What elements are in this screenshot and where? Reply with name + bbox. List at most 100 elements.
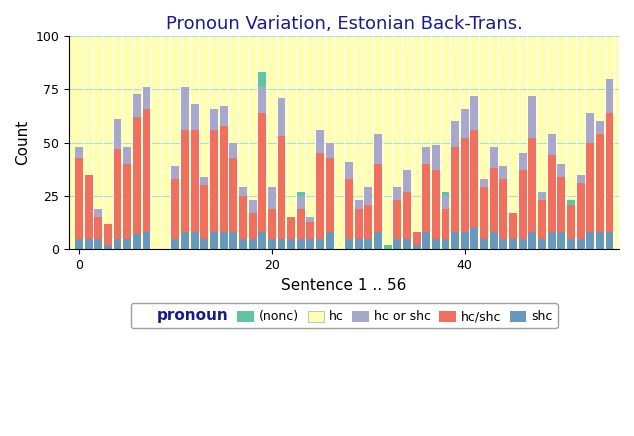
Bar bbox=[94, 218, 102, 238]
Bar bbox=[103, 245, 112, 249]
Bar bbox=[460, 138, 469, 232]
Bar bbox=[432, 145, 440, 170]
Bar bbox=[181, 130, 189, 232]
Bar bbox=[470, 228, 479, 249]
Bar bbox=[123, 238, 131, 249]
Bar bbox=[268, 238, 276, 249]
Bar bbox=[538, 200, 546, 238]
Bar bbox=[190, 104, 198, 130]
Bar bbox=[238, 196, 247, 238]
Bar bbox=[268, 187, 276, 209]
Legend: pronoun, (nonc), hc, hc or shc, hc/shc, shc: pronoun, (nonc), hc, hc or shc, hc/shc, … bbox=[131, 303, 557, 328]
Bar bbox=[547, 134, 555, 156]
Bar bbox=[113, 149, 122, 238]
Bar bbox=[297, 209, 305, 238]
Bar bbox=[576, 183, 585, 238]
Bar bbox=[268, 209, 276, 238]
Bar bbox=[219, 232, 228, 249]
Bar bbox=[528, 95, 536, 138]
Bar bbox=[364, 204, 372, 238]
Bar bbox=[605, 78, 614, 113]
Bar bbox=[94, 209, 102, 218]
Bar bbox=[595, 134, 604, 232]
Bar bbox=[84, 175, 93, 238]
Bar bbox=[103, 224, 112, 245]
Bar bbox=[142, 232, 150, 249]
Bar bbox=[384, 245, 392, 249]
Bar bbox=[528, 232, 536, 249]
Bar bbox=[499, 179, 507, 238]
Bar bbox=[557, 177, 566, 232]
Bar bbox=[499, 166, 507, 179]
Bar bbox=[460, 109, 469, 138]
Bar bbox=[210, 130, 218, 232]
Bar bbox=[441, 196, 450, 209]
Bar bbox=[441, 238, 450, 249]
Bar bbox=[470, 130, 479, 228]
Bar bbox=[509, 238, 517, 249]
Bar bbox=[576, 238, 585, 249]
Bar bbox=[422, 232, 430, 249]
Bar bbox=[306, 238, 314, 249]
Bar bbox=[171, 166, 179, 179]
Bar bbox=[316, 130, 324, 153]
Bar bbox=[142, 109, 150, 232]
Bar bbox=[519, 238, 527, 249]
Bar bbox=[432, 170, 440, 238]
Bar bbox=[219, 126, 228, 232]
Bar bbox=[306, 218, 314, 221]
Bar bbox=[297, 238, 305, 249]
Bar bbox=[113, 238, 122, 249]
Bar bbox=[249, 238, 257, 249]
Bar bbox=[258, 113, 266, 232]
Bar bbox=[200, 185, 209, 238]
X-axis label: Sentence 1 .. 56: Sentence 1 .. 56 bbox=[281, 278, 407, 293]
Bar bbox=[480, 179, 488, 187]
Bar bbox=[277, 238, 285, 249]
Bar bbox=[480, 238, 488, 249]
Bar bbox=[94, 238, 102, 249]
Bar bbox=[567, 238, 575, 249]
Bar bbox=[586, 113, 594, 143]
Bar bbox=[364, 238, 372, 249]
Bar bbox=[422, 164, 430, 232]
Bar bbox=[113, 119, 122, 149]
Bar bbox=[325, 143, 333, 157]
Bar bbox=[460, 232, 469, 249]
Bar bbox=[287, 218, 295, 238]
Bar bbox=[258, 232, 266, 249]
Bar bbox=[258, 87, 266, 113]
Bar bbox=[364, 187, 372, 204]
Bar bbox=[345, 162, 353, 179]
Bar bbox=[567, 200, 575, 204]
Bar bbox=[489, 147, 498, 168]
Bar bbox=[519, 170, 527, 238]
Bar bbox=[316, 153, 324, 238]
Bar bbox=[84, 238, 93, 249]
Bar bbox=[489, 232, 498, 249]
Bar bbox=[325, 232, 333, 249]
Bar bbox=[586, 232, 594, 249]
Bar bbox=[403, 170, 411, 192]
Bar bbox=[354, 200, 363, 209]
Bar bbox=[470, 95, 479, 130]
Bar bbox=[451, 232, 459, 249]
Bar bbox=[210, 109, 218, 130]
Bar bbox=[238, 187, 247, 196]
Bar bbox=[345, 238, 353, 249]
Bar bbox=[538, 238, 546, 249]
Bar bbox=[123, 164, 131, 238]
Bar bbox=[373, 134, 382, 164]
Bar bbox=[142, 87, 150, 109]
Bar bbox=[557, 164, 566, 177]
Bar bbox=[373, 232, 382, 249]
Bar bbox=[519, 153, 527, 170]
Bar bbox=[123, 147, 131, 164]
Bar bbox=[297, 196, 305, 209]
Bar bbox=[219, 106, 228, 126]
Bar bbox=[451, 121, 459, 147]
Bar bbox=[412, 232, 420, 245]
Bar bbox=[171, 179, 179, 238]
Bar bbox=[432, 238, 440, 249]
Bar bbox=[441, 192, 450, 196]
